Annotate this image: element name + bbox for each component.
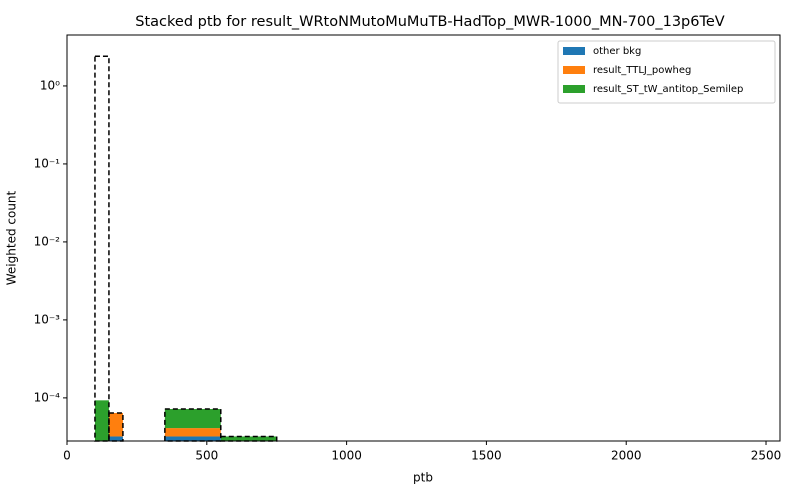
bar-segment (108, 413, 123, 437)
y-tick-label: 10⁻¹ (34, 156, 61, 170)
legend-box (557, 40, 776, 104)
x-tick-label: 500 (195, 449, 218, 463)
y-tick-label: 10⁰ (40, 78, 60, 92)
x-tick-label: 1000 (331, 449, 362, 463)
x-tick-label: 1500 (471, 449, 502, 463)
bar-segment (108, 436, 123, 441)
chart-title: Stacked ptb for result_WRtoNMutoMuMuTB-H… (135, 14, 725, 30)
legend: other bkg result_TTLJ_powheg result_ST_tW_… (557, 40, 776, 104)
x-tick-label: 2500 (751, 449, 782, 463)
bar-segment (94, 400, 109, 441)
bar-segment (220, 436, 277, 441)
y-axis-label: Weighted count (5, 190, 19, 285)
total-outline (94, 55, 110, 442)
x-tick-label: 2000 (611, 449, 642, 463)
legend-label: other bkg (593, 46, 641, 57)
y-tick-label: 10⁻⁴ (34, 390, 61, 404)
legend-swatch (563, 66, 585, 74)
legend-swatch (563, 85, 585, 93)
bar-segment (164, 428, 221, 437)
legend-label: result_TTLJ_powheg (593, 65, 691, 76)
legend-swatch (563, 47, 585, 55)
plot-frame (66, 34, 781, 442)
legend-label: result_ST_tW_antitop_Semilep (593, 84, 743, 95)
x-axis-label: ptb (413, 471, 433, 485)
x-tick-label: 0 (63, 449, 71, 463)
y-tick-label: 10⁻³ (34, 312, 61, 326)
y-tick-label: 10⁻² (34, 234, 61, 248)
bar-segment (164, 409, 221, 429)
bar-segment (164, 436, 221, 441)
